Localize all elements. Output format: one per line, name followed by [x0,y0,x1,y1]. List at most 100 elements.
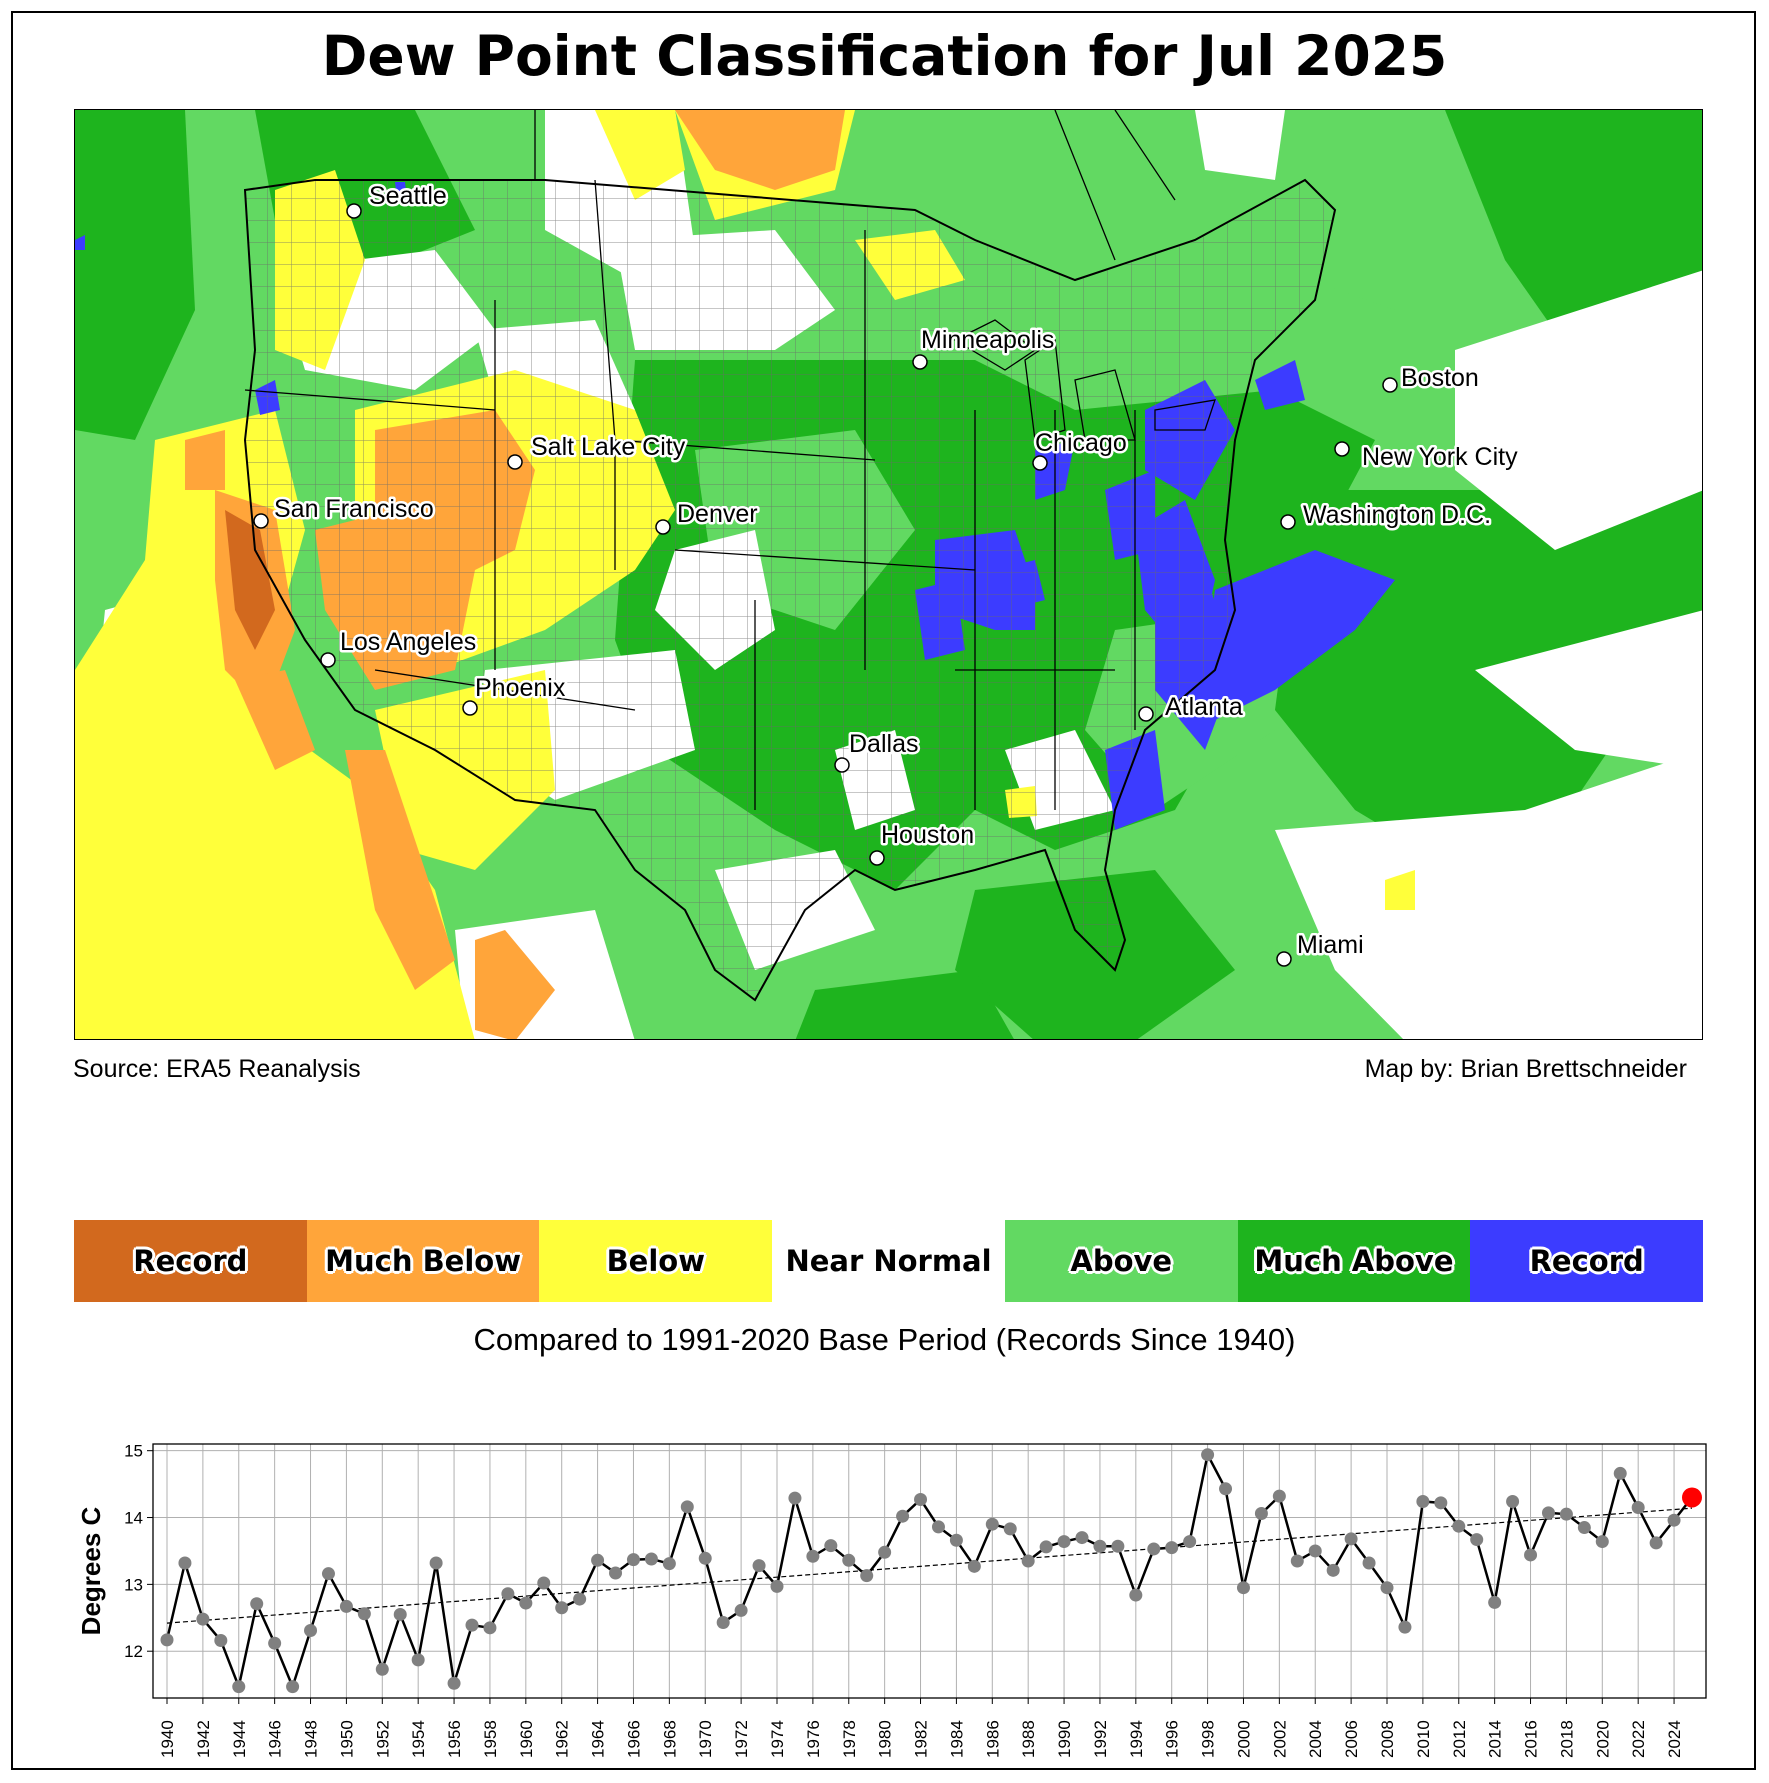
x-tick-label: 1998 [1199,1720,1218,1758]
data-point [1344,1532,1358,1546]
data-point [698,1551,712,1565]
base-period-note: Compared to 1991-2020 Base Period (Recor… [473,1322,1296,1357]
x-tick-label: 1944 [230,1720,249,1758]
x-tick-label: 1980 [876,1720,895,1758]
data-point [626,1553,640,1567]
data-point [1272,1489,1286,1503]
data-point [896,1509,910,1523]
data-point [232,1680,246,1694]
legend-label: Record [1529,1244,1644,1278]
plot-frame [152,1443,1707,1699]
legend-much-above: Much Above [1237,1220,1471,1302]
x-tick-label: 1950 [337,1720,356,1758]
legend-label: Record [133,1244,248,1278]
data-point [465,1618,479,1632]
data-point [1667,1513,1681,1527]
x-tick-label: 1982 [912,1720,931,1758]
x-tick-label: 2012 [1450,1720,1469,1758]
dew-point-map: Seattle Minneapolis Boston Salt Lake Cit… [74,109,1703,1040]
data-point [967,1559,981,1573]
x-tick-label: 1954 [409,1720,428,1758]
y-tick-label: 14 [124,1509,143,1528]
y-tick-label: 12 [124,1642,143,1661]
data-point [1093,1539,1107,1553]
city-label: Houston [881,821,974,849]
series-points [160,1448,1702,1694]
data-point [1631,1501,1645,1514]
x-tick-label: 2016 [1522,1720,1541,1758]
x-tick-label: 1990 [1055,1720,1074,1758]
trend-line [166,1507,1693,1624]
city-label: Phoenix [475,674,566,702]
data-point [1613,1466,1627,1480]
data-point [375,1662,389,1676]
legend-below: Below [539,1220,773,1302]
city-denver: Denver [655,498,760,535]
x-tick-label: 1940 [158,1720,177,1758]
data-point [1559,1507,1573,1521]
city-label: Salt Lake City [531,433,686,461]
city-label: Minneapolis [921,326,1054,354]
trend-line-segment [166,1507,1693,1624]
x-tick-label: 2004 [1306,1720,1325,1758]
data-point [1452,1519,1466,1533]
chart-axes: 1940 1942 1944 1946 1948 1950 1952 1954 1956 1958… [124,1442,1707,1758]
data-point [1649,1536,1663,1550]
legend-label: Above [1070,1244,1173,1278]
x-tick-label: 2018 [1557,1720,1576,1758]
data-point [752,1559,766,1573]
x-tick-label: 1984 [947,1720,966,1758]
x-tick-label: 1966 [624,1720,643,1758]
city-salt-lake-city: Salt Lake City [507,431,688,470]
data-point [1362,1556,1376,1570]
data-point [1201,1448,1215,1462]
city-label: San Francisco [274,495,434,523]
y-tick-label: 13 [124,1575,143,1594]
legend-label: Below [606,1244,706,1278]
data-point [1577,1521,1591,1535]
data-point [268,1636,282,1650]
city-washington-dc: Washington D.C. [1280,499,1494,532]
legend-much-below: Much Below [306,1220,540,1302]
data-point [214,1634,228,1648]
data-point [196,1612,210,1626]
data-point [286,1680,300,1694]
dew-point-trend-chart: 1940 1942 1944 1946 1948 1950 1952 1954 1956 1958… [76,1442,1707,1758]
data-point [393,1607,407,1621]
x-tick-label: 2010 [1414,1720,1433,1758]
x-tick-label: 1988 [1019,1720,1038,1758]
city-los-angeles: Los Angeles [320,626,479,668]
data-point [339,1599,353,1613]
data-point [1524,1548,1538,1562]
legend-label: Much Above [1254,1244,1454,1278]
city-label: Chicago [1035,429,1127,457]
data-point [1183,1535,1197,1549]
highlight-point [1682,1487,1702,1508]
x-tick-label: 2024 [1665,1720,1684,1758]
series-polyline [165,1451,1693,1691]
data-point [178,1556,192,1570]
city-label: Los Angeles [340,628,476,656]
data-point [1488,1595,1502,1609]
data-point [1380,1581,1394,1595]
data-point [914,1492,928,1506]
data-point [1057,1535,1071,1549]
y-tick-label: 15 [124,1442,143,1461]
x-tick-label: 1948 [302,1720,321,1758]
data-point [985,1517,999,1531]
data-point [1236,1581,1250,1595]
data-point [1326,1563,1340,1577]
x-tick-label: 1978 [840,1720,859,1758]
legend-label: Near Normal [785,1244,992,1278]
data-point [1541,1506,1555,1520]
data-point [555,1601,569,1615]
classification-legend: Record Much Below Below Near Normal Abov… [74,1220,1704,1302]
data-point [609,1566,623,1580]
data-point [1290,1554,1304,1568]
city-seattle: Seattle [346,180,449,219]
data-point [160,1633,174,1647]
credit-note: Map by: Brian Brettschneider [1364,1055,1687,1083]
city-chicago: Chicago [1032,427,1129,471]
legend-near-normal: Near Normal [772,1220,1005,1302]
data-point [321,1567,335,1581]
